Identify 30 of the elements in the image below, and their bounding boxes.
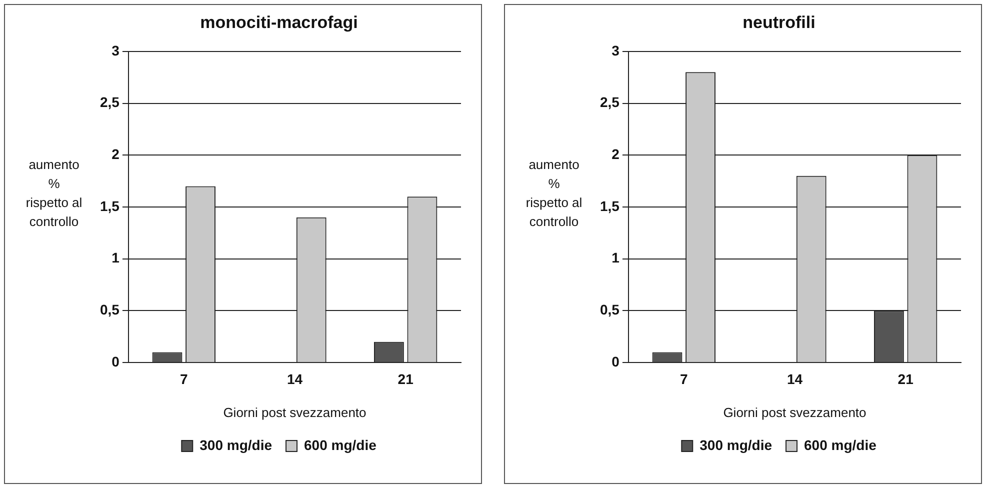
y-tick-label: 2,5 [100, 94, 120, 110]
legend-label: 600 mg/die [304, 436, 377, 453]
y-axis-title: aumento % rispetto al controllo [24, 156, 84, 231]
legend-label: 300 mg/die [200, 436, 272, 453]
y-tick-label: 1 [112, 250, 120, 266]
y-tick-label: 2 [112, 146, 120, 162]
legend-label: 300 mg/die [700, 436, 772, 453]
chart-title: monociti-macrofagi [200, 12, 358, 32]
x-tick-label: 14 [786, 370, 803, 387]
y-tick-label: 0 [112, 353, 120, 370]
x-axis-title: Giorni post svezzamento [723, 404, 866, 420]
y-tick-label: 0 [612, 353, 620, 370]
y-tick-label: 1,5 [600, 198, 620, 214]
y-tick-label: 3 [612, 42, 620, 58]
x-tick-label: 21 [898, 370, 914, 387]
y-tick-label: 1,5 [100, 198, 120, 214]
x-tick-label: 14 [286, 370, 303, 387]
x-axis-title: Giorni post svezzamento [223, 404, 366, 420]
chart-title: neutrofili [742, 12, 816, 32]
y-axis-title: aumento % rispetto al controllo [524, 156, 584, 231]
x-tick-label: 7 [180, 370, 188, 387]
legend-label: 600 mg/die [804, 436, 877, 453]
y-tick-label: 0,5 [600, 302, 620, 318]
y-tick-label: 2,5 [600, 94, 620, 110]
y-tick-label: 2 [612, 146, 620, 162]
x-tick-label: 21 [398, 370, 414, 387]
x-tick-label: 7 [680, 370, 688, 387]
y-tick-label: 1 [612, 250, 620, 266]
y-tick-label: 3 [112, 42, 120, 58]
y-tick-label: 0,5 [100, 302, 120, 318]
